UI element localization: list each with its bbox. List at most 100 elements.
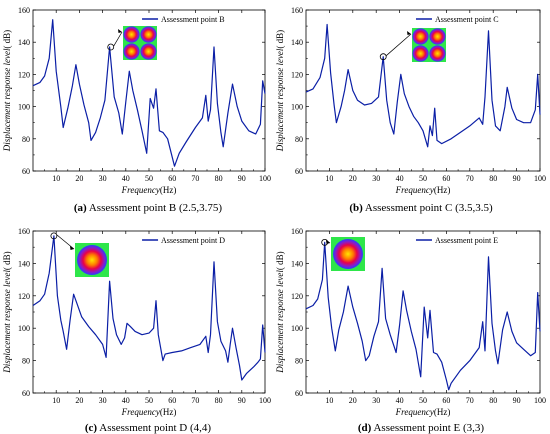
y-tick-label: 80: [22, 357, 30, 366]
legend-label: Assessment point D: [161, 236, 225, 245]
y-axis-title: Displacement response level( dB): [275, 30, 285, 152]
chart-panel-d: 60 80 100 120 140 160 10 20 30 40 50 60 70 80 90 100 Fre…: [275, 227, 546, 434]
peak-callout-arrow: [385, 33, 412, 56]
y-tick-label: 80: [22, 135, 30, 144]
panel-caption-text: Assessment point C (3.5,3.5): [363, 202, 493, 214]
x-axis-title-name: Frequency: [121, 185, 160, 195]
mode-shape-lobe: [429, 28, 446, 45]
x-tick-label: 40: [396, 396, 404, 405]
x-tick-label: 100: [259, 174, 271, 183]
mode-shape-inset: [331, 237, 365, 271]
x-tick-label: 90: [513, 396, 521, 405]
x-tick-label: 20: [349, 396, 357, 405]
y-axis-title: Displacement response level( dB): [2, 251, 12, 373]
x-tick-label: 40: [122, 174, 130, 183]
x-tick-label: 80: [489, 396, 497, 405]
peak-callout-arrowhead: [326, 240, 330, 244]
x-tick-label: 60: [442, 174, 450, 183]
panel-caption: (a) Assessment point B (2.5,3.75): [74, 202, 223, 214]
panel-caption-letter: (d): [358, 422, 372, 434]
y-axis-title: Displacement response level( dB): [275, 251, 285, 373]
mode-shape-inset: [412, 28, 446, 62]
mode-shape-lobe: [412, 28, 429, 45]
x-tick-label: 50: [145, 396, 153, 405]
panel-caption-letter: (b): [349, 202, 363, 214]
x-tick-label: 30: [99, 174, 107, 183]
mode-shape-lobe: [77, 245, 107, 275]
panel-caption: (d) Assessment point E (3,3): [358, 422, 485, 434]
y-axis-title-unit: ( dB): [2, 30, 12, 49]
x-tick-label: 100: [259, 396, 271, 405]
y-tick-label: 120: [291, 292, 303, 301]
x-tick-label: 70: [466, 174, 474, 183]
y-tick-label: 100: [18, 324, 30, 333]
x-axis-title: Frequency(Hz): [395, 185, 451, 195]
x-tick-label: 70: [191, 174, 199, 183]
x-tick-label: 30: [372, 174, 380, 183]
x-tick-label: 50: [145, 174, 153, 183]
x-tick-label: 20: [349, 174, 357, 183]
x-tick-label: 50: [419, 396, 427, 405]
y-tick-label: 120: [18, 70, 30, 79]
x-tick-label: 10: [325, 174, 333, 183]
x-tick-label: 80: [215, 174, 223, 183]
chart-panel-c: 60 80 100 120 140 160 10 20 30 40 50 60 70 80 90 100 Fre…: [2, 227, 271, 434]
y-axis-title-name: Displacement response level: [275, 48, 285, 152]
mode-shape-lobe: [140, 26, 157, 43]
y-tick-label: 160: [291, 227, 303, 236]
y-tick-label: 160: [18, 6, 30, 15]
x-axis-title-unit: (Hz): [160, 407, 177, 417]
x-tick-label: 80: [215, 396, 223, 405]
x-tick-label: 60: [442, 396, 450, 405]
y-tick-label: 120: [291, 70, 303, 79]
legend-label: Assessment point E: [435, 236, 498, 245]
x-tick-label: 40: [396, 174, 404, 183]
peak-callout-marker: [107, 43, 115, 51]
y-tick-label: 60: [22, 389, 30, 398]
x-tick-label: 20: [75, 396, 83, 405]
x-tick-label: 90: [238, 396, 246, 405]
panel-caption-letter: (c): [85, 422, 98, 434]
x-axis-title-name: Frequency: [395, 407, 434, 417]
y-tick-label: 140: [291, 259, 303, 268]
mode-shape-lobe: [429, 45, 446, 62]
y-axis-title-name: Displacement response level: [275, 270, 285, 374]
x-tick-label: 90: [238, 174, 246, 183]
y-tick-label: 80: [295, 135, 303, 144]
x-tick-label: 60: [168, 174, 176, 183]
x-tick-label: 40: [122, 396, 130, 405]
mode-shape-inset: [75, 243, 109, 277]
y-tick-label: 140: [291, 38, 303, 47]
panel-caption-text: Assessment point E (3,3): [371, 422, 484, 434]
peak-callout-marker: [50, 232, 58, 240]
y-axis-title-unit: ( dB): [2, 251, 12, 270]
x-tick-label: 10: [325, 396, 333, 405]
x-tick-label: 30: [372, 396, 380, 405]
x-axis-title: Frequency(Hz): [121, 185, 177, 195]
y-tick-label: 60: [295, 167, 303, 176]
x-tick-label: 10: [52, 174, 60, 183]
x-tick-label: 50: [419, 174, 427, 183]
panel-caption: (c) Assessment point D (4,4): [85, 422, 212, 434]
y-tick-label: 140: [18, 38, 30, 47]
x-tick-label: 60: [168, 396, 176, 405]
x-tick-label: 20: [75, 174, 83, 183]
y-tick-label: 60: [295, 389, 303, 398]
mode-shape-lobe: [123, 26, 140, 43]
x-axis-title-name: Frequency: [395, 185, 434, 195]
peak-callout-marker: [379, 53, 387, 61]
panel-caption-text: Assessment point D (4,4): [97, 422, 211, 434]
x-tick-label: 70: [191, 396, 199, 405]
x-tick-label: 70: [466, 396, 474, 405]
y-axis-title-name: Displacement response level: [2, 48, 12, 152]
series-line: [305, 23, 541, 148]
mode-shape-inset: [123, 26, 157, 60]
y-tick-label: 140: [18, 259, 30, 268]
panel-caption-text: Assessment point B (2.5,3.75): [87, 202, 223, 214]
y-axis-title-name: Displacement response level: [2, 270, 12, 374]
y-tick-label: 100: [291, 103, 303, 112]
x-axis-title-name: Frequency: [121, 407, 160, 417]
legend-label: Assessment point C: [435, 15, 499, 24]
y-tick-label: 100: [18, 103, 30, 112]
plot-frame: [32, 230, 266, 394]
